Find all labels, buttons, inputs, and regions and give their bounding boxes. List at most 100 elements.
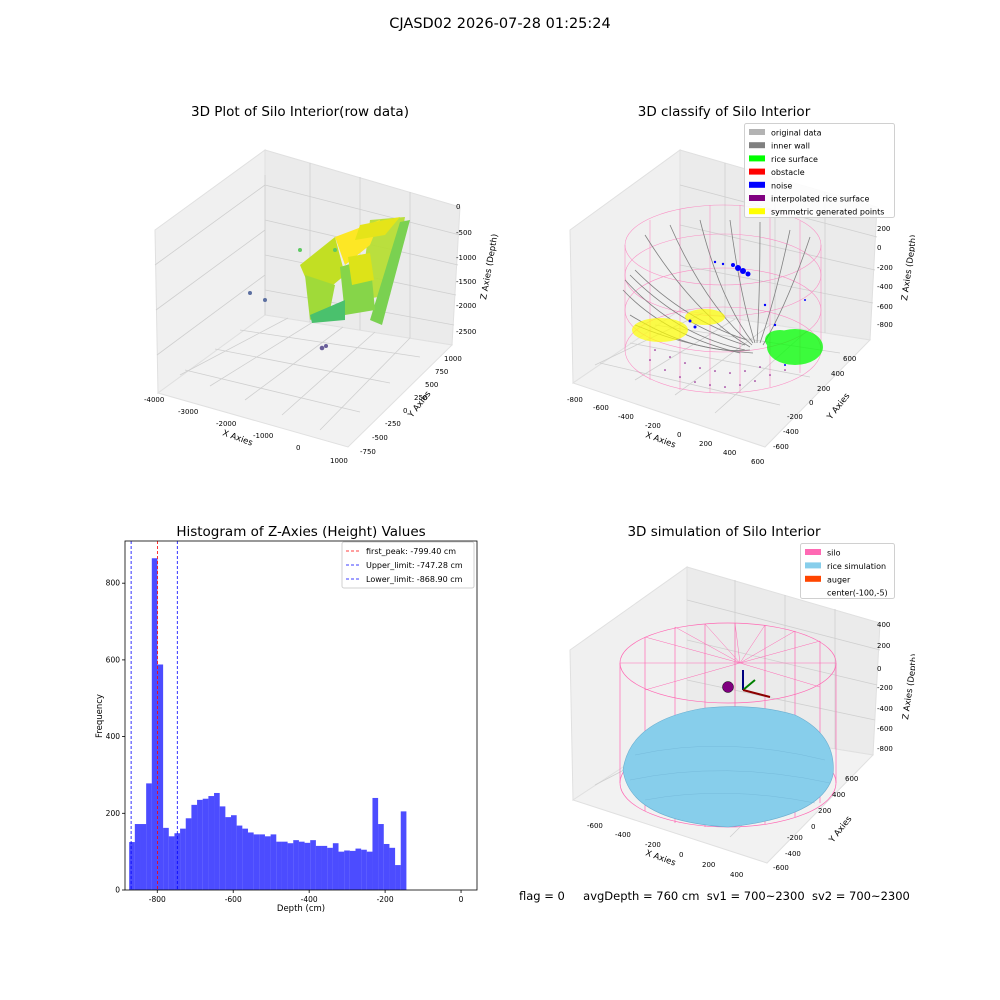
panel4-legend: silo rice simulation auger center(-100,-5): [800, 543, 895, 599]
histogram-bar: [157, 664, 164, 890]
histogram-bar: [219, 806, 226, 890]
hist-y-tick-label: 200: [106, 809, 121, 818]
histogram-bar: [310, 840, 316, 890]
p4-legend-label: silo: [827, 549, 841, 558]
panel2-symmetric-points: [632, 309, 725, 342]
histogram-bar: [270, 834, 277, 890]
histogram-bar: [264, 836, 271, 890]
histogram-bar: [259, 834, 265, 890]
p4-x-tick: 400: [730, 871, 743, 879]
p1-x-tick: 0: [296, 444, 300, 452]
p1-z-tick: 0: [456, 203, 460, 211]
p1-y-tick: -250: [385, 420, 401, 428]
panel4-y-ticks: 600 400 200 0 -200 -400 -600: [773, 775, 858, 872]
p2-x-tick: 0: [677, 431, 681, 439]
histogram-bar: [293, 840, 299, 890]
p4-ylabel: Y Axies: [827, 814, 855, 846]
p1-x-tick: 1000: [330, 457, 348, 465]
p2-legend-label: obstacle: [771, 168, 805, 177]
histogram-bar: [287, 843, 294, 890]
panel1-x-ticks: -4000 -3000 -2000 -1000 0 1000: [144, 396, 348, 465]
p4-x-tick: -600: [587, 822, 603, 830]
histogram-bar: [134, 824, 141, 890]
p1-y-tick: -750: [360, 448, 376, 456]
panel2-rice-surface: [765, 329, 823, 365]
p2-x-tick: -200: [645, 422, 661, 430]
histogram-frame: [124, 540, 478, 891]
histogram-bar: [361, 849, 367, 890]
status-sv1: sv1 = 700~2300: [706, 889, 805, 903]
p4-z-tick: 400: [877, 621, 890, 629]
histogram-bar: [355, 848, 362, 890]
p4-legend-label: center(-100,-5): [827, 589, 888, 598]
p4-legend-swatch: [805, 575, 821, 582]
panel3-histogram: -800 -600 -400 -200 0 0 200 400 600 800 Depth (c…: [95, 540, 478, 914]
panel2-noise: [688, 260, 806, 366]
p2-x-tick: -600: [593, 404, 609, 412]
panel2-legend: original data inner wall rice surface obsta…: [744, 123, 895, 218]
status-avg-depth: avgDepth = 760 cm: [583, 889, 700, 903]
histogram-bar: [185, 818, 192, 890]
p2-z-tick: -600: [877, 303, 893, 311]
histogram-bar: [321, 845, 328, 890]
histogram-legend: first_peak: -799.40 cm Upper_limit: -747.…: [341, 541, 475, 589]
histogram-bar: [236, 825, 243, 890]
panel2-y-ticks: 600 400 200 0 -200 -400 -600: [773, 355, 856, 451]
hist-ylabel: Frequency: [95, 694, 105, 738]
p2-x-tick: -400: [618, 413, 634, 421]
hist-x-tick-label: 0: [459, 895, 464, 904]
p2-legend-label: inner wall: [771, 142, 810, 151]
p1-xlabel: X Axies: [221, 428, 254, 448]
p2-zlabel: Z Axies (Depth): [900, 234, 915, 301]
p4-legend-label: auger: [827, 575, 851, 584]
histogram-bar: [327, 847, 333, 890]
p2-y-tick: -600: [773, 443, 789, 451]
histogram-bar: [344, 850, 350, 890]
p1-z-tick: -1000: [456, 254, 476, 262]
p1-x-tick: -2000: [216, 420, 236, 428]
hist-y-tick-label: 400: [106, 732, 121, 741]
panel4-3d-plot: 400 200 0 -200 -400 -600 -800 Z Axies (D…: [569, 566, 915, 879]
hist-y-tick-label: 800: [106, 579, 121, 588]
histogram-bar: [395, 865, 401, 890]
p4-x-tick: -200: [645, 841, 661, 849]
histogram-bar: [146, 783, 152, 890]
panel4-auger: [722, 670, 771, 698]
hist-legend-label: Upper_limit: -747.28 cm: [366, 561, 463, 570]
p2-z-tick: -200: [877, 264, 893, 272]
histogram-bar: [129, 842, 135, 890]
figure-title: CJASD02 2026-07-28 01:25:24: [389, 16, 611, 32]
p2-legend-swatch: [749, 129, 765, 135]
p4-x-tick: 200: [702, 861, 715, 869]
histogram-bar: [332, 843, 339, 890]
p1-z-tick: -500: [456, 229, 472, 237]
hist-legend-label: Lower_limit: -868.90 cm: [366, 575, 463, 584]
hist-x-tick-label: -400: [301, 895, 318, 904]
histogram-bar: [163, 827, 169, 890]
p4-x-tick: -400: [615, 831, 631, 839]
panel1-y-ticks: 1000 750 500 250 0 -250 -500 -750: [360, 355, 462, 456]
p2-y-tick: 400: [831, 370, 844, 378]
p1-y-tick: 250: [414, 394, 427, 402]
histogram-reference-lines: [130, 541, 178, 890]
p2-z-tick: 200: [877, 225, 890, 233]
histogram-bars: [129, 558, 407, 890]
p2-legend-swatch: [749, 181, 765, 188]
histogram-bar: [304, 842, 311, 890]
p1-y-tick: 1000: [444, 355, 462, 363]
p1-z-tick: -1500: [456, 278, 476, 286]
histogram-bar: [389, 847, 396, 890]
panel2-interpolated-surface: [649, 349, 786, 388]
histogram-bar: [378, 824, 384, 890]
hist-x-tick-label: -200: [377, 895, 394, 904]
histogram-x-ticks: -800 -600 -400 -200 0: [149, 890, 464, 904]
p2-legend-swatch: [749, 142, 765, 149]
histogram-bar: [400, 811, 407, 890]
panel4-z-ticks: 400 200 0 -200 -400 -600 -800: [877, 621, 893, 753]
histogram-bar: [383, 843, 390, 890]
p4-y-tick: 400: [832, 791, 845, 799]
panel4-x-ticks: -600 -400 -200 0 200 400: [587, 822, 743, 879]
p2-y-tick: 600: [843, 355, 856, 363]
status-line: flag = 0 avgDepth = 760 cm sv1 = 700~230…: [519, 889, 910, 903]
histogram-bar: [315, 845, 322, 890]
